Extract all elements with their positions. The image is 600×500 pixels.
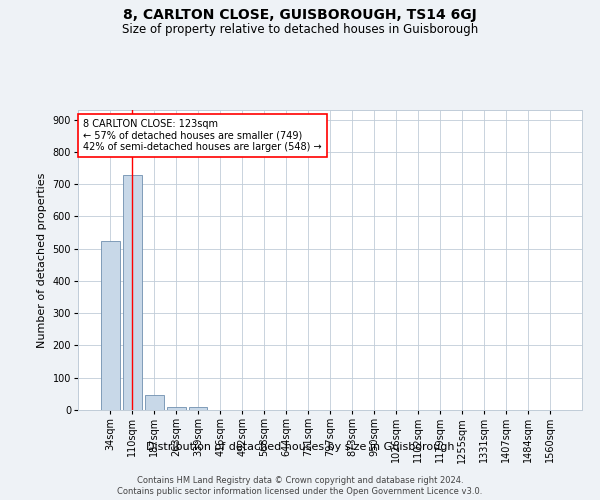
Y-axis label: Number of detached properties: Number of detached properties: [37, 172, 47, 348]
Bar: [101, 240, 119, 410]
Text: Contains public sector information licensed under the Open Government Licence v3: Contains public sector information licen…: [118, 488, 482, 496]
Text: 8 CARLTON CLOSE: 123sqm
← 57% of detached houses are smaller (749)
42% of semi-d: 8 CARLTON CLOSE: 123sqm ← 57% of detache…: [83, 119, 322, 152]
Bar: [145, 396, 164, 410]
Bar: [123, 174, 142, 410]
Text: Contains HM Land Registry data © Crown copyright and database right 2024.: Contains HM Land Registry data © Crown c…: [137, 476, 463, 485]
Bar: [189, 408, 208, 410]
Text: Size of property relative to detached houses in Guisborough: Size of property relative to detached ho…: [122, 22, 478, 36]
Bar: [167, 407, 185, 410]
Text: 8, CARLTON CLOSE, GUISBOROUGH, TS14 6GJ: 8, CARLTON CLOSE, GUISBOROUGH, TS14 6GJ: [123, 8, 477, 22]
Text: Distribution of detached houses by size in Guisborough: Distribution of detached houses by size …: [146, 442, 454, 452]
